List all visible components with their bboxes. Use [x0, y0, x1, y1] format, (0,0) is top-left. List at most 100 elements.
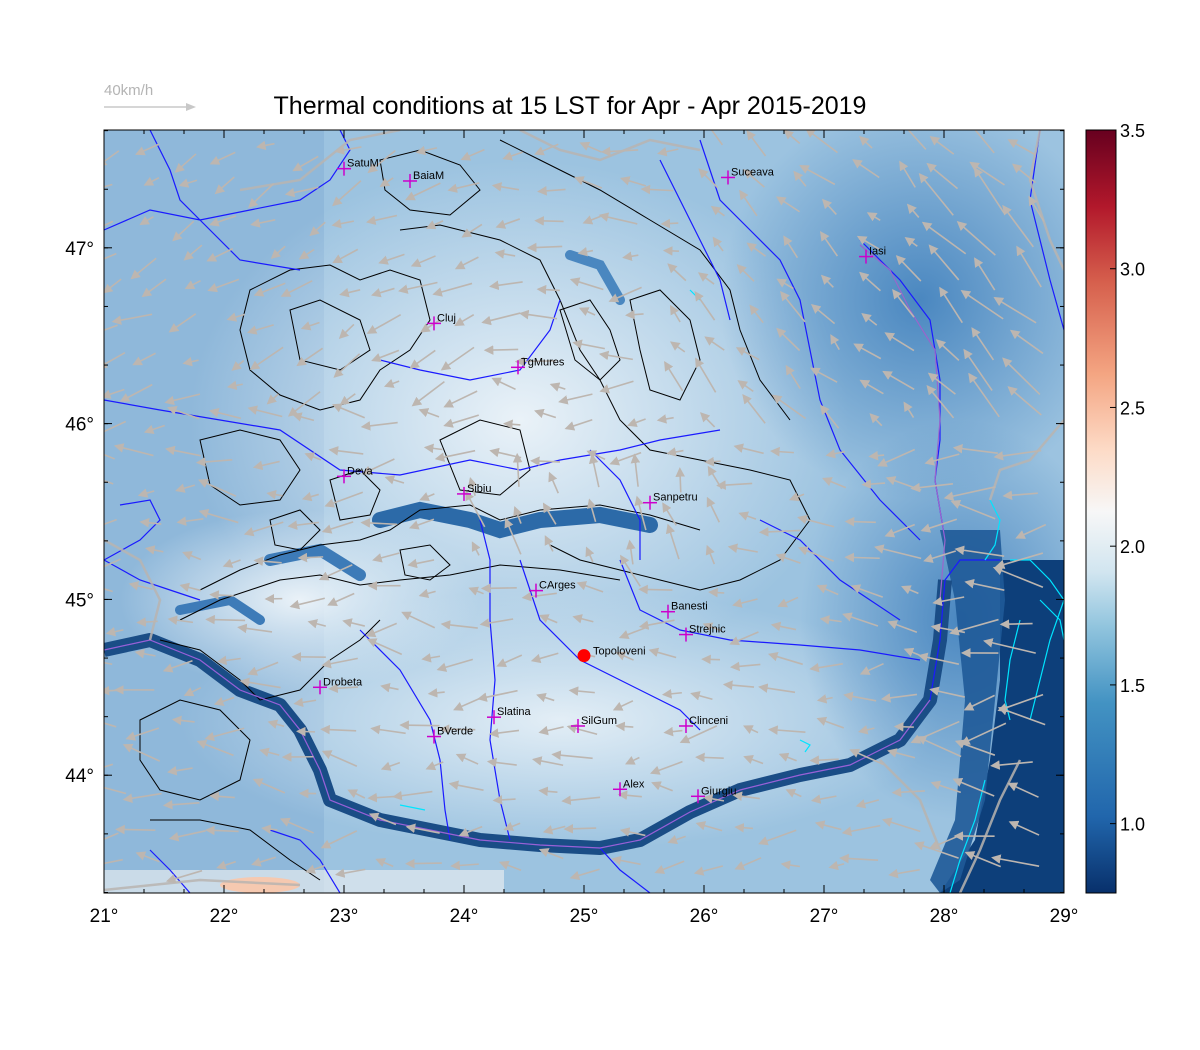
- wind-arrow: [104, 763, 114, 768]
- wind-arrow: [704, 336, 725, 351]
- wind-arrow: [732, 598, 758, 608]
- wind-arrow: [534, 216, 564, 226]
- wind-arrow: [974, 257, 996, 291]
- wind-arrow: [480, 583, 517, 594]
- wind-arrow: [209, 590, 234, 600]
- wind-arrow: [577, 247, 594, 257]
- wind-arrow: [119, 383, 153, 402]
- wind-arrow: [368, 812, 397, 826]
- wind-arrow: [954, 739, 996, 756]
- wind-arrow: [704, 456, 721, 467]
- colorbar-gradient: [1085, 129, 1117, 894]
- wind-arrow: [491, 182, 520, 192]
- station-label: Sanpetru: [653, 492, 698, 504]
- lon-tick-label: 24°: [450, 906, 479, 927]
- wind-arrow: [214, 176, 235, 195]
- wind-arrow: [270, 245, 286, 260]
- wind-arrow: [749, 304, 764, 324]
- wind-arrow: [331, 218, 355, 229]
- wind-arrow: [663, 726, 683, 737]
- wind-arrow: [104, 558, 121, 572]
- wind-arrow: [216, 655, 241, 666]
- wind-arrow: [997, 706, 1046, 726]
- wind-arrow: [638, 584, 673, 595]
- wind-arrow: [333, 353, 361, 378]
- wind-arrow: [906, 203, 920, 218]
- wind-arrow: [585, 546, 595, 563]
- highlight-marker: [577, 649, 591, 663]
- wind-arrow: [729, 631, 759, 646]
- wind-arrow: [861, 313, 878, 326]
- wind-arrow: [858, 725, 875, 735]
- wind-arrow: [178, 178, 198, 188]
- wind-arrow: [887, 620, 918, 634]
- wind-arrow: [461, 223, 483, 238]
- wind-arrow: [175, 483, 196, 493]
- wind-arrow: [574, 176, 603, 189]
- thermal-field: [104, 130, 1064, 893]
- wind-arrow: [174, 153, 197, 173]
- wind-arrow: [990, 760, 1033, 770]
- wind-arrow: [758, 527, 801, 537]
- station-label: TgMures: [521, 356, 565, 368]
- colorbar-tick-label: 2.5: [1120, 398, 1145, 418]
- wind-arrow: [292, 412, 315, 422]
- wind-arrow: [280, 280, 313, 297]
- wind-arrow: [777, 596, 799, 608]
- wind-arrow: [489, 280, 523, 291]
- wind-arrow: [710, 205, 725, 217]
- wind-arrow: [503, 419, 521, 430]
- wind-arrow: [139, 215, 154, 226]
- wind-arrow: [923, 550, 957, 563]
- wind-arrow: [248, 183, 275, 209]
- wind-arrow: [544, 535, 554, 552]
- wind-arrow: [135, 143, 160, 156]
- wind-arrow: [1002, 357, 1041, 396]
- wind-arrow: [347, 789, 366, 799]
- wind-arrow: [887, 748, 916, 759]
- wind-arrow: [104, 479, 114, 485]
- wind-arrow: [328, 446, 364, 456]
- wind-arrow: [914, 841, 959, 859]
- wind-arrow: [768, 725, 806, 735]
- wind-arrow: [206, 247, 234, 262]
- wind-arrow: [432, 282, 473, 297]
- wind-arrow: [666, 447, 684, 457]
- wind-arrow: [176, 516, 204, 526]
- wind-arrow: [168, 313, 197, 333]
- wind-arrow: [903, 647, 920, 657]
- wind-arrow: [427, 688, 445, 698]
- wind-arrow: [701, 654, 721, 665]
- wind-arrow: [104, 351, 126, 369]
- wind-arrow: [991, 854, 1040, 867]
- wind-arrow: [405, 823, 440, 834]
- wind-arrow: [918, 172, 954, 216]
- wind-arrow: [1007, 386, 1042, 416]
- wind-arrow: [293, 697, 317, 708]
- wind-arrow: [252, 778, 286, 794]
- wind-arrow: [380, 761, 401, 771]
- wind-arrow: [209, 791, 235, 802]
- wind-arrow: [695, 821, 723, 832]
- wind-arrow: [104, 252, 117, 260]
- wind-arrow: [237, 623, 273, 634]
- wind-arrow: [572, 614, 594, 624]
- wind-arrow: [419, 492, 435, 501]
- wind-arrow: [443, 390, 478, 408]
- wind-arrow: [513, 506, 523, 524]
- wind-arrow: [104, 722, 117, 728]
- station-label: Slatina: [497, 706, 532, 718]
- wind-arrow: [104, 588, 113, 593]
- wind-arrow: [758, 683, 796, 694]
- wind-arrow: [443, 414, 479, 428]
- wind-arrow: [739, 189, 758, 217]
- wind-arrow: [727, 543, 758, 553]
- wind-arrow: [458, 825, 483, 837]
- wind-arrow: [810, 303, 836, 325]
- wind-arrow: [903, 401, 915, 418]
- wind-arrow: [853, 343, 882, 360]
- wind-arrow: [295, 726, 316, 737]
- wind-arrow: [130, 257, 157, 280]
- wind-arrow: [874, 544, 922, 560]
- wind-arrow: [929, 135, 955, 155]
